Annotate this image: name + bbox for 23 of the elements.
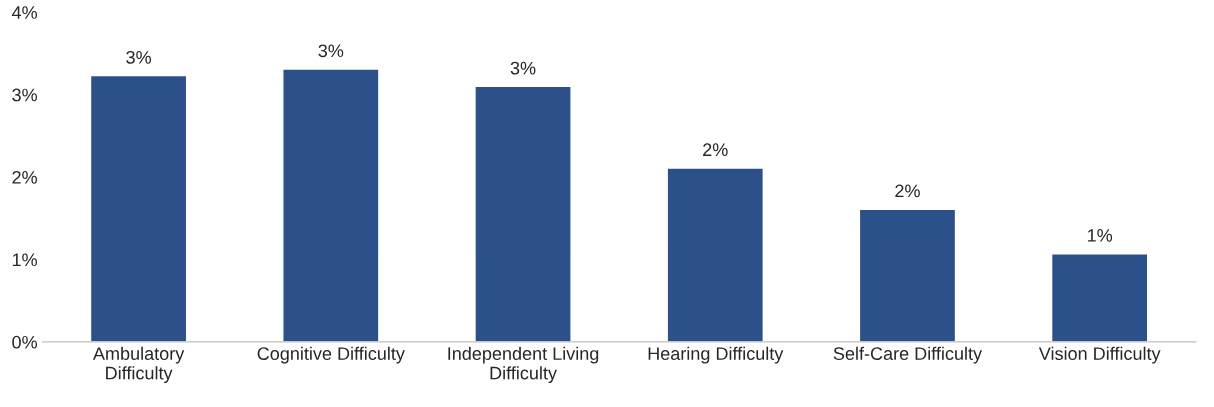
bar [666,167,764,342]
bar [858,208,957,342]
data-label: 1% [1088,229,1113,242]
y-tick-label: 1% [12,253,37,267]
y-tick-label: 4% [11,6,37,19]
x-tick-label: Independent Living Difficulty [448,346,599,384]
data-label: 3% [126,50,151,64]
x-tick-label: Cognitive Difficulty [257,346,405,364]
x-tick-label: Ambulatory Difficulty [92,346,185,384]
x-tick-label: Vision Difficulty [1038,346,1161,364]
bar [474,85,572,342]
bar [282,68,380,342]
data-label: 2% [703,143,728,157]
bar [1050,252,1149,342]
x-tick-label: Self-Care Difficulty [833,346,983,364]
y-tick-label: 3% [12,88,37,102]
x-tick-label: Hearing Difficulty [648,346,784,364]
data-label: 3% [318,44,344,58]
data-label: 2% [895,184,920,198]
data-label: 3% [510,61,536,75]
y-tick-label: 0% [12,335,37,349]
y-tick-label: 2% [12,170,37,184]
bar [89,74,188,342]
